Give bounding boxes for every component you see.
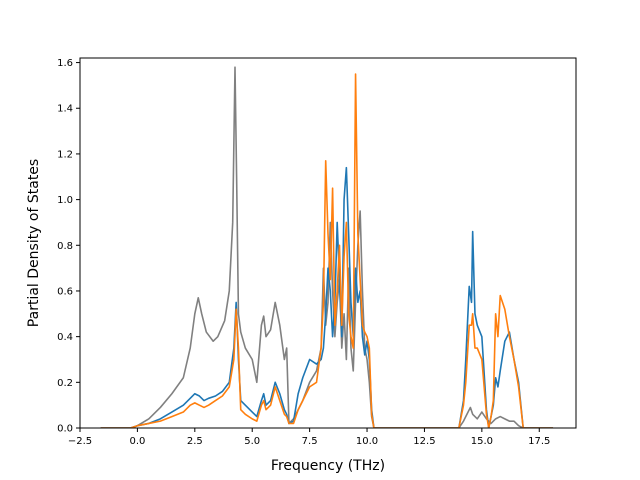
y-tick-label: 1.4 <box>57 104 73 115</box>
y-tick-label: 1.6 <box>57 58 73 69</box>
y-tick-label: 1.0 <box>57 195 73 206</box>
y-tick-label: 0.6 <box>57 286 73 297</box>
x-tick-label: 17.5 <box>528 436 550 447</box>
x-tick-label: 10.0 <box>356 436 378 447</box>
series-line-3 <box>100 73 554 428</box>
series-line-2 <box>100 166 554 428</box>
plot-frame <box>79 57 577 429</box>
y-tick-label: 1.2 <box>57 149 73 160</box>
x-tick-label: 5.0 <box>244 436 260 447</box>
x-axis: −2.5 0.0 2.5 5.0 7.5 10.0 12.5 15.0 17.5 <box>68 428 550 447</box>
y-tick-label: 0.8 <box>57 241 73 252</box>
x-tick-label: 12.5 <box>413 436 435 447</box>
y-axis: 0.0 0.2 0.4 0.6 0.8 1.0 1.2 1.4 1.6 <box>57 58 80 435</box>
y-tick-label: 0.2 <box>57 378 73 389</box>
x-tick-label: 7.5 <box>302 436 318 447</box>
x-tick-label: 2.5 <box>187 436 203 447</box>
x-tick-label: 15.0 <box>471 436 493 447</box>
x-axis-label: Frequency (THz) <box>271 458 385 474</box>
x-tick-label: −2.5 <box>68 436 92 447</box>
series-layer <box>100 66 554 428</box>
x-tick-label: 0.0 <box>129 436 145 447</box>
y-tick-label: 0.0 <box>57 424 73 435</box>
y-axis-label: Partial Density of States <box>26 159 42 327</box>
y-tick-label: 0.4 <box>57 332 73 343</box>
